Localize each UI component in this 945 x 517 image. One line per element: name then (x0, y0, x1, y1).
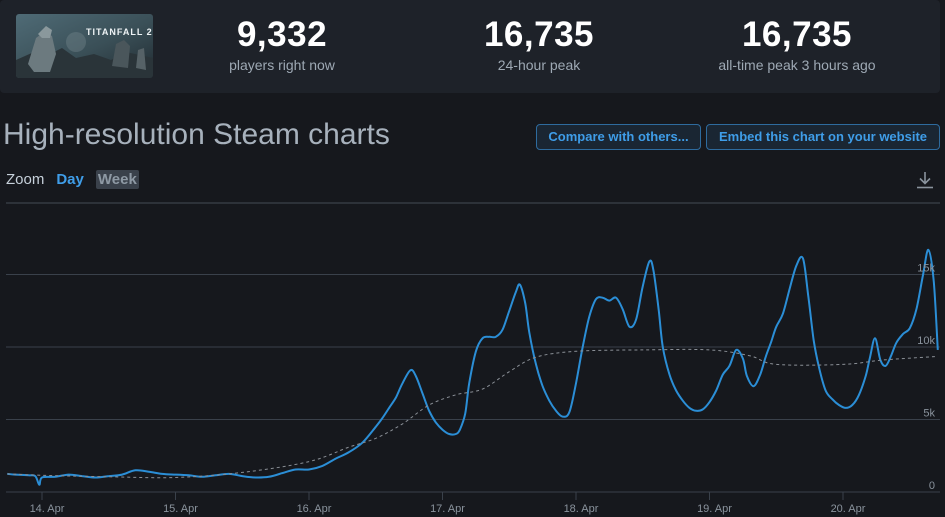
x-tick-label: 16. Apr (297, 503, 332, 515)
x-axis-labels: 14. Apr 15. Apr 16. Apr 17. Apr 18. Apr 19. A… (30, 503, 866, 515)
y-tick-label: 5k (923, 408, 935, 420)
all-time-peak-value: 16,735 (741, 15, 853, 54)
y-tick-label: 0 (929, 480, 935, 492)
game-thumbnail[interactable]: TITANFALL 2 (16, 14, 153, 78)
compare-button[interactable]: Compare with others... (536, 124, 701, 150)
x-tick-label: 18. Apr (564, 503, 599, 515)
y-tick-label: 10k (917, 335, 935, 347)
x-tick-label: 15. Apr (163, 503, 198, 515)
player-count-chart: 0 5k 10k 15k 14. Apr 15. Apr 16. Apr 17. Apr 18… (6, 202, 940, 515)
zoom-controls: Zoom Day Week (6, 170, 139, 189)
current-players-label: players right now (229, 57, 335, 73)
stats-panel: TITANFALL 2 9,332 players right now 16,7… (0, 0, 940, 93)
chart-series (7, 248, 939, 486)
x-tick-label: 19. Apr (697, 503, 732, 515)
zoom-day-button[interactable]: Day (56, 171, 84, 188)
current-players-value: 9,332 (236, 15, 328, 54)
all-time-peak-label: all-time peak 3 hours ago (718, 57, 876, 73)
download-icon[interactable] (915, 170, 935, 190)
game-logo-text: TITANFALL 2 (86, 27, 153, 37)
page-title: High-resolution Steam charts (3, 118, 390, 151)
24h-peak-label: 24-hour peak (497, 57, 581, 73)
24h-peak-value: 16,735 (483, 15, 595, 54)
stat-24h-peak: 16,735 24-hour peak (429, 15, 649, 73)
x-axis-ticks (41, 492, 844, 500)
y-tick-label: 15k (917, 263, 935, 275)
x-tick-label: 20. Apr (831, 503, 866, 515)
stat-all-time-peak: 16,735 all-time peak 3 hours ago (687, 15, 907, 73)
average-players-line (7, 348, 938, 479)
embed-chart-button[interactable]: Embed this chart on your website (706, 124, 940, 150)
chart-gridlines (6, 274, 940, 493)
x-tick-label: 14. Apr (30, 503, 65, 515)
zoom-week-button[interactable]: Week (95, 170, 139, 189)
zoom-label: Zoom (6, 171, 45, 188)
x-tick-label: 17. Apr (430, 503, 465, 515)
y-axis-labels: 0 5k 10k 15k (917, 263, 935, 493)
player-count-line (7, 248, 939, 486)
stat-current-players: 9,332 players right now (172, 15, 392, 73)
